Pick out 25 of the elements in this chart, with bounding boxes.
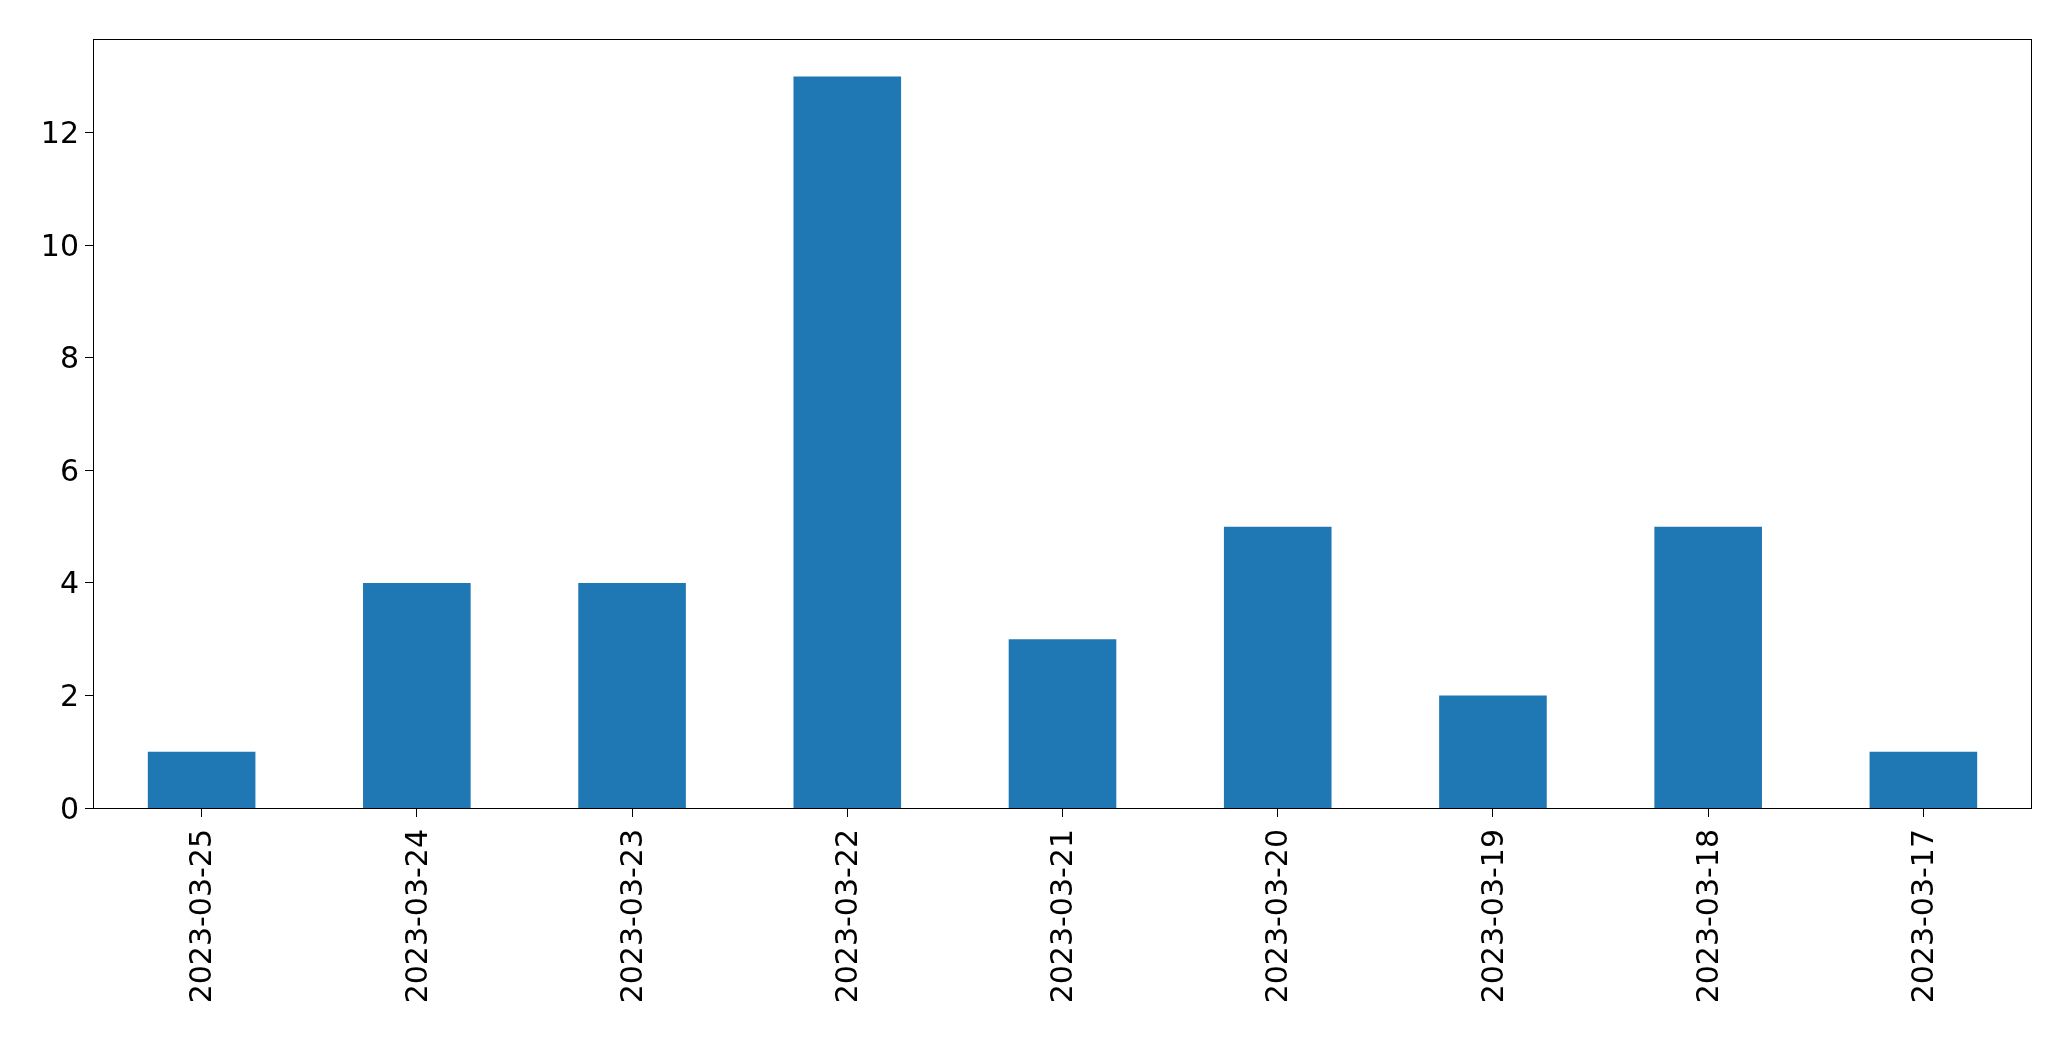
x-tick-label: 2023-03-21 <box>1044 829 1080 1004</box>
x-tick-label: 2023-03-20 <box>1259 829 1295 1004</box>
bar <box>1439 695 1547 808</box>
y-tick-label: 12 <box>40 115 79 151</box>
bar <box>1223 526 1332 808</box>
bar <box>793 76 902 808</box>
y-tick-label: 10 <box>40 227 79 263</box>
bar <box>1008 639 1117 808</box>
y-tick-label: 0 <box>59 790 79 826</box>
y-tick-label: 2 <box>59 677 79 713</box>
bar <box>1654 526 1762 808</box>
x-tick-label: 2023-03-19 <box>1474 829 1510 1004</box>
bar <box>1869 751 1978 808</box>
y-tick-label: 6 <box>59 452 79 488</box>
x-tick-label: 2023-03-18 <box>1689 829 1725 1004</box>
x-tick-label: 2023-03-17 <box>1905 829 1941 1004</box>
x-tick-label: 2023-03-24 <box>398 829 434 1004</box>
bar <box>578 582 686 808</box>
y-tick-label: 4 <box>59 565 79 601</box>
x-tick-label: 2023-03-25 <box>183 829 219 1004</box>
x-tick-label: 2023-03-22 <box>829 829 865 1004</box>
bar <box>147 751 256 808</box>
x-tick-label: 2023-03-23 <box>613 829 649 1004</box>
y-tick-label: 8 <box>59 340 79 376</box>
bar <box>363 582 471 808</box>
